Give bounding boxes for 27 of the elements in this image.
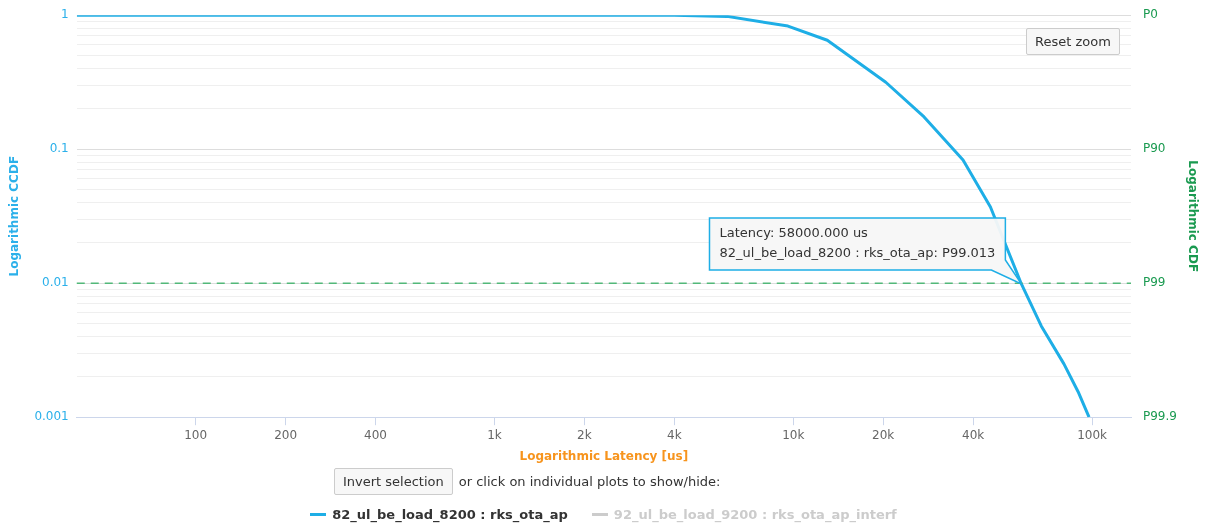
annotation: Latency: 58000.000 us bbox=[719, 225, 869, 241]
annotation: 82_ul_be_load_8200 : rks_ota_ap: P99.013 bbox=[719, 245, 996, 261]
text: P0 bbox=[1143, 7, 1158, 22]
x-axis-title: Logarithmic Latency [us] bbox=[519, 448, 689, 463]
x-tick-label: 40k bbox=[962, 427, 985, 442]
x-tick-label: 400 bbox=[364, 427, 388, 442]
x-tick-label: 200 bbox=[274, 427, 298, 442]
annotation: Reset zoom bbox=[1026, 28, 1120, 55]
x-tick-label: 4k bbox=[667, 427, 682, 442]
text: P99.9 bbox=[1143, 409, 1177, 424]
x-tick-label: 20k bbox=[872, 427, 895, 442]
y2-axis-title: Logarithmic CDF bbox=[1185, 160, 1200, 273]
x-tick-label: 10k bbox=[782, 427, 805, 442]
x-tick-label: 100k bbox=[1077, 427, 1108, 442]
legend-label: 82_ul_be_load_8200 : rks_ota_ap bbox=[332, 507, 568, 522]
text: P99 bbox=[1143, 275, 1166, 290]
x-tick-label: 2k bbox=[577, 427, 592, 442]
x-tick-label: 100 bbox=[184, 427, 208, 442]
text: or click on individual plots to show/hide: bbox=[458, 474, 721, 489]
y-tick-label: 0.1 bbox=[49, 141, 69, 156]
y-tick-label: 0.001 bbox=[34, 409, 69, 424]
text: P90 bbox=[1143, 141, 1166, 156]
y-axis-title: Logarithmic CCDF bbox=[7, 155, 22, 277]
y-tick-label: 0.01 bbox=[42, 275, 69, 290]
x-tick-label: 1k bbox=[487, 427, 502, 442]
text: Invert selection bbox=[334, 468, 453, 495]
y-tick-label: 1 bbox=[61, 7, 69, 22]
